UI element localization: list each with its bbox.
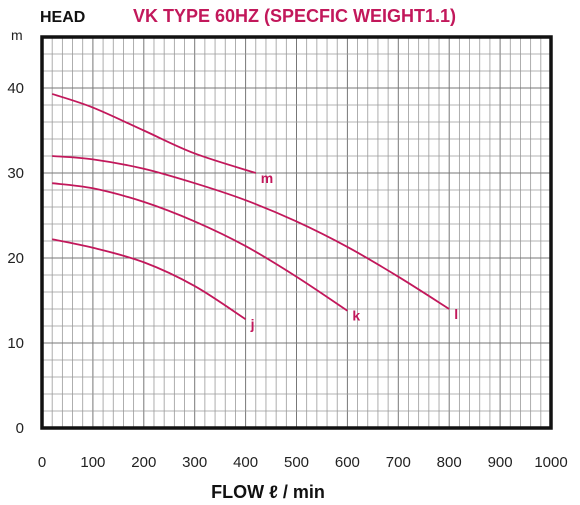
x-tick-label: 700 <box>386 454 411 471</box>
x-tick-label: 300 <box>182 454 207 471</box>
plot-frame <box>40 35 553 430</box>
x-tick-labels: 0 100 200 300 400 500 600 700 800 900 1000 <box>38 454 568 471</box>
y-tick-label: 30 <box>7 165 24 182</box>
y-tick-label: 20 <box>7 250 24 267</box>
x-tick-label: 900 <box>488 454 513 471</box>
y-tick-label: 10 <box>7 335 24 352</box>
x-tick-label: 400 <box>233 454 258 471</box>
x-tick-label: 200 <box>131 454 156 471</box>
series-line-m <box>51 93 257 174</box>
series-label-l: l <box>454 306 458 322</box>
x-tick-label: 600 <box>335 454 360 471</box>
x-axis-title: FLOW ℓ / min <box>211 482 325 502</box>
series-label-j: j <box>250 316 255 332</box>
chart-title: VK TYPE 60HZ (SPECFIC WEIGHT1.1) <box>133 6 456 26</box>
y-axis-title: HEAD <box>40 9 85 26</box>
series-line-l <box>52 155 450 310</box>
x-tick-label: 0 <box>38 454 46 471</box>
series-label-k: k <box>352 308 360 324</box>
x-tick-label: 1000 <box>534 454 567 471</box>
curves: m l k j <box>51 93 458 332</box>
grid <box>41 36 552 429</box>
series-label-m: m <box>261 170 273 186</box>
x-tick-label: 500 <box>284 454 309 471</box>
y-tick-labels: 0 10 20 30 40 <box>7 80 24 437</box>
series-line-k <box>52 182 348 312</box>
y-axis-unit: m <box>11 27 23 43</box>
x-tick-label: 800 <box>437 454 462 471</box>
x-tick-label: 100 <box>80 454 105 471</box>
series-line-j <box>51 238 247 320</box>
y-tick-label: 40 <box>7 80 24 97</box>
y-tick-label: 0 <box>16 420 24 437</box>
